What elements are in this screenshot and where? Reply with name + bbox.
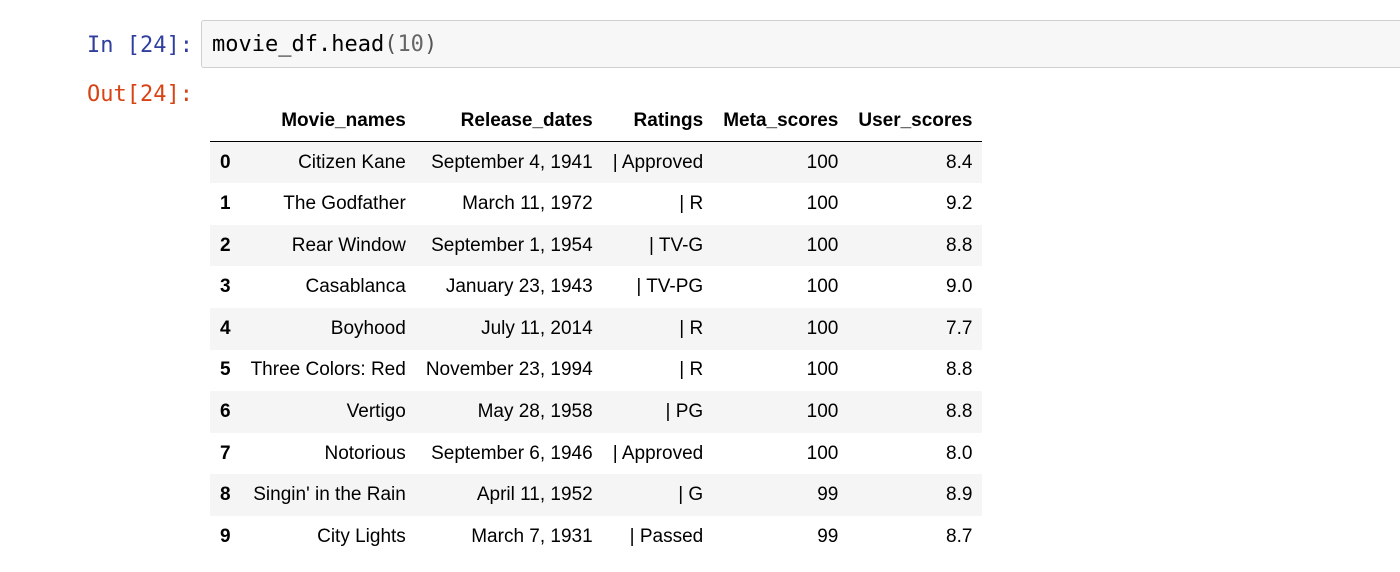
table-row: 5 Three Colors: Red November 23, 1994 | R 10… xyxy=(210,349,983,392)
row-index: 7 xyxy=(220,442,231,464)
row-index: 4 xyxy=(220,317,231,339)
column-header-release-dates: Release_dates xyxy=(415,100,603,143)
code-argument: 10 xyxy=(397,32,424,57)
table-header-row: Movie_names Release_dates Ratings Meta_s… xyxy=(210,100,983,143)
cell-meta-scores: 100 xyxy=(806,276,839,298)
cell-user-scores: 9.2 xyxy=(946,192,973,214)
column-header-user-scores: User_scores xyxy=(848,100,983,143)
cell-release-dates: November 23, 1994 xyxy=(425,359,593,381)
row-index: 9 xyxy=(220,525,231,547)
cell-release-dates: September 4, 1941 xyxy=(431,151,593,173)
cell-ratings: | TV-G xyxy=(649,234,704,256)
cell-user-scores: 8.7 xyxy=(946,525,973,547)
row-index: 3 xyxy=(220,276,231,298)
cell-movie-names: Citizen Kane xyxy=(298,151,406,173)
code-close-paren: ) xyxy=(423,32,438,57)
table-row: 3 Casablanca January 23, 1943 | TV-PG 100 9.0 xyxy=(210,266,983,308)
table-row: 2 Rear Window September 1, 1954 | TV-G 100 8.… xyxy=(210,224,983,267)
cell-meta-scores: 100 xyxy=(806,442,839,464)
row-index: 5 xyxy=(220,359,231,381)
cell-movie-names: Singin' in the Rain xyxy=(253,484,406,506)
cell-ratings: | Passed xyxy=(629,525,704,547)
cell-meta-scores: 99 xyxy=(817,525,839,547)
cell-user-scores: 8.8 xyxy=(946,234,973,256)
cell-release-dates: September 6, 1946 xyxy=(431,442,593,464)
cell-release-dates: September 1, 1954 xyxy=(431,234,593,256)
cell-meta-scores: 100 xyxy=(806,317,839,339)
cell-release-dates: May 28, 1958 xyxy=(477,400,593,422)
cell-user-scores: 9.0 xyxy=(946,276,973,298)
cell-release-dates: January 23, 1943 xyxy=(445,276,593,298)
table-row: 1 The Godfather March 11, 1972 | R 100 9.2 xyxy=(210,183,983,225)
index-header xyxy=(210,100,241,143)
cell-meta-scores: 100 xyxy=(806,151,839,173)
cell-ratings: | PG xyxy=(665,400,704,422)
table-row: 8 Singin' in the Rain April 11, 1952 | G 99 8… xyxy=(210,474,983,516)
cell-movie-names: Vertigo xyxy=(346,400,406,422)
cell-user-scores: 8.8 xyxy=(946,400,973,422)
cell-release-dates: July 11, 2014 xyxy=(481,317,593,339)
cell-movie-names: Notorious xyxy=(324,442,406,464)
dataframe-table: Movie_names Release_dates Ratings Meta_s… xyxy=(210,100,983,558)
cell-ratings: | Approved xyxy=(612,151,704,173)
cell-meta-scores: 100 xyxy=(806,192,839,214)
code-function: movie_df.head xyxy=(212,32,385,57)
input-prompt: In [24]: xyxy=(87,33,193,58)
cell-meta-scores: 99 xyxy=(817,484,839,506)
table-row: 6 Vertigo May 28, 1958 | PG 100 8.8 xyxy=(210,391,983,433)
column-header-movie-names: Movie_names xyxy=(240,100,416,143)
column-header-meta-scores: Meta_scores xyxy=(713,100,849,143)
cell-ratings: | R xyxy=(679,359,704,381)
cell-user-scores: 8.4 xyxy=(946,151,973,173)
cell-movie-names: Rear Window xyxy=(291,234,406,256)
cell-user-scores: 7.7 xyxy=(946,317,973,339)
cell-meta-scores: 100 xyxy=(806,234,839,256)
cell-release-dates: April 11, 1952 xyxy=(476,484,593,506)
cell-movie-names: Casablanca xyxy=(305,276,406,298)
row-index: 1 xyxy=(220,192,231,214)
cell-movie-names: Three Colors: Red xyxy=(250,359,406,381)
code-input[interactable]: movie_df.head(10) xyxy=(201,20,1400,68)
cell-ratings: | G xyxy=(678,484,704,506)
cell-movie-names: Boyhood xyxy=(330,317,406,339)
cell-movie-names: City Lights xyxy=(317,525,406,547)
code-open-paren: ( xyxy=(384,32,398,57)
cell-ratings: | TV-PG xyxy=(636,276,704,298)
cell-ratings: | Approved xyxy=(612,442,704,464)
table-row: 0 Citizen Kane September 4, 1941 | Approved… xyxy=(210,141,983,184)
cell-user-scores: 8.9 xyxy=(946,484,973,506)
output-prompt: Out[24]: xyxy=(87,82,193,107)
cell-movie-names: The Godfather xyxy=(283,192,406,214)
table-row: 9 City Lights March 7, 1931 | Passed 99 8.7 xyxy=(210,515,983,558)
cell-user-scores: 8.8 xyxy=(946,359,973,381)
cell-release-dates: March 11, 1972 xyxy=(462,192,593,214)
table-row: 7 Notorious September 6, 1946 | Approved 100… xyxy=(210,432,983,475)
column-header-ratings: Ratings xyxy=(602,100,714,143)
table-body: 0 Citizen Kane September 4, 1941 | Approved… xyxy=(210,141,983,558)
row-index: 2 xyxy=(220,234,231,256)
row-index: 6 xyxy=(220,400,231,422)
cell-ratings: | R xyxy=(679,192,704,214)
row-index: 0 xyxy=(220,151,231,173)
cell-meta-scores: 100 xyxy=(806,359,839,381)
table-row: 4 Boyhood July 11, 2014 | R 100 7.7 xyxy=(210,307,983,350)
row-index: 8 xyxy=(220,484,231,506)
cell-release-dates: March 7, 1931 xyxy=(471,525,593,547)
cell-meta-scores: 100 xyxy=(806,400,839,422)
cell-user-scores: 8.0 xyxy=(946,442,973,464)
cell-ratings: | R xyxy=(679,317,704,339)
